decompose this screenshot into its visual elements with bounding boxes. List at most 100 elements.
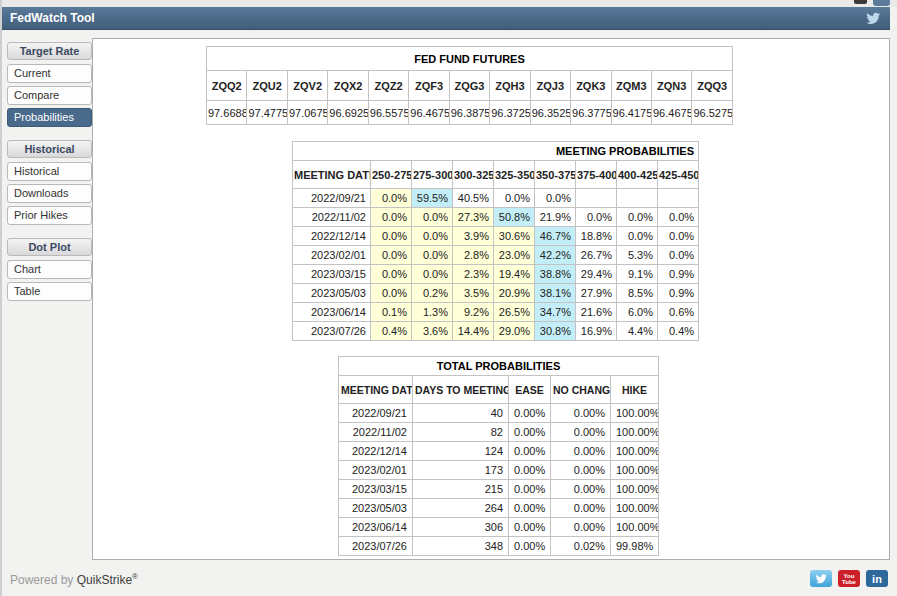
sidebar-item-compare[interactable]: Compare xyxy=(7,86,92,105)
probability-cell: 0.0% xyxy=(658,246,699,265)
total-cell: 2023/03/15 xyxy=(339,480,413,499)
probability-cell: 19.4% xyxy=(494,265,535,284)
futures-symbol-header: ZQG3 xyxy=(449,71,489,101)
probability-cell: 29.4% xyxy=(576,265,617,284)
total-title: TOTAL PROBABILITIES xyxy=(339,357,659,376)
total-cell: 215 xyxy=(413,480,509,499)
total-cell: 0.00% xyxy=(551,461,611,480)
futures-symbol-header: ZQJ3 xyxy=(530,71,570,101)
twitter-icon[interactable] xyxy=(864,11,882,26)
probability-cell xyxy=(576,189,617,208)
column-header-hike: HIKE xyxy=(611,376,659,404)
total-cell: 0.00% xyxy=(509,499,551,518)
probability-cell: 18.8% xyxy=(576,227,617,246)
probability-cell: 0.0% xyxy=(658,208,699,227)
meeting-date-cell: 2023/07/26 xyxy=(293,322,371,341)
futures-symbol-header: ZQQ2 xyxy=(207,71,247,101)
total-cell: 100.00% xyxy=(611,461,659,480)
column-header-325-350: 325-350 xyxy=(494,161,535,189)
column-header-375-400: 375-400 xyxy=(576,161,617,189)
total-cell: 99.98% xyxy=(611,537,659,556)
app-title: FedWatch Tool xyxy=(2,11,864,25)
futures-symbol-header: ZQM3 xyxy=(611,71,651,101)
futures-symbol-header: ZQK3 xyxy=(571,71,611,101)
sidebar: Target RateCurrentCompareProbabilitiesHi… xyxy=(7,42,92,304)
total-cell: 0.00% xyxy=(509,537,551,556)
table-row: 2022/12/141240.00%0.00%100.00% xyxy=(339,442,659,461)
sidebar-item-downloads[interactable]: Downloads xyxy=(7,184,92,203)
linkedin-icon[interactable]: in xyxy=(866,570,888,587)
probability-cell: 34.7% xyxy=(535,303,576,322)
sidebar-section-gap xyxy=(7,130,92,140)
probability-cell: 0.0% xyxy=(412,208,453,227)
youtube-icon[interactable]: You Tube xyxy=(838,570,860,587)
meeting-date-cell: 2023/05/03 xyxy=(293,284,371,303)
probability-cell: 2.8% xyxy=(453,246,494,265)
probability-cell: 16.9% xyxy=(576,322,617,341)
total-cell: 124 xyxy=(413,442,509,461)
probability-cell xyxy=(617,189,658,208)
sidebar-item-current[interactable]: Current xyxy=(7,64,92,83)
probability-cell: 46.7% xyxy=(535,227,576,246)
total-cell: 0.00% xyxy=(509,480,551,499)
total-cell: 0.00% xyxy=(551,480,611,499)
sidebar-section-historical: Historical xyxy=(7,140,92,158)
probability-cell: 0.6% xyxy=(658,303,699,322)
twitter-footer-icon[interactable] xyxy=(810,570,832,587)
total-cell: 0.00% xyxy=(509,442,551,461)
column-header-350-375: 350-375 xyxy=(535,161,576,189)
total-cell: 0.00% xyxy=(509,423,551,442)
total-cell: 0.00% xyxy=(551,423,611,442)
futures-symbol-header: ZQU2 xyxy=(247,71,287,101)
probability-cell: 0.4% xyxy=(371,322,412,341)
table-row: 2023/06/140.1%1.3%9.2%26.5%34.7%21.6%6.0… xyxy=(293,303,699,322)
table-row: 2023/03/152150.00%0.00%100.00% xyxy=(339,480,659,499)
probability-cell: 0.0% xyxy=(617,227,658,246)
table-row: 2023/02/010.0%0.0%2.8%23.0%42.2%26.7%5.3… xyxy=(293,246,699,265)
browser-chrome-strip xyxy=(2,0,897,7)
total-cell: 0.00% xyxy=(509,461,551,480)
total-cell: 100.00% xyxy=(611,423,659,442)
probability-cell: 0.0% xyxy=(412,227,453,246)
futures-price-cell: 97.0675 xyxy=(287,101,327,125)
table-row: 2023/05/032640.00%0.00%100.00% xyxy=(339,499,659,518)
probability-cell: 20.9% xyxy=(494,284,535,303)
column-header-425-450: 425-450 xyxy=(658,161,699,189)
probability-cell: 0.0% xyxy=(371,246,412,265)
total-cell: 0.00% xyxy=(509,404,551,423)
column-header-days-to-meeting: DAYS TO MEETING xyxy=(413,376,509,404)
futures-title-row: FED FUND FUTURES xyxy=(207,47,733,71)
futures-price-cell: 96.3525 xyxy=(530,101,570,125)
total-probabilities-table: TOTAL PROBABILITIESMEETING DATEDAYS TO M… xyxy=(338,356,659,556)
fed-fund-futures-table: FED FUND FUTURESZQQ2ZQU2ZQV2ZQX2ZQZ2ZQF3… xyxy=(206,46,733,125)
sidebar-section-dot-plot: Dot Plot xyxy=(7,238,92,256)
column-header-250-275: 250-275 xyxy=(371,161,412,189)
total-cell: 173 xyxy=(413,461,509,480)
total-probabilities: TOTAL PROBABILITIESMEETING DATEDAYS TO M… xyxy=(338,356,659,556)
futures-price-cell: 97.4775 xyxy=(247,101,287,125)
futures-price-cell: 96.4675 xyxy=(651,101,691,125)
futures-price-cell: 96.4675 xyxy=(409,101,449,125)
social-links: You Tube in xyxy=(810,570,888,587)
total-cell: 2023/05/03 xyxy=(339,499,413,518)
futures-price-cell: 96.3875 xyxy=(449,101,489,125)
table-row: 2023/06/143060.00%0.00%100.00% xyxy=(339,518,659,537)
table-row: 2023/05/030.0%0.2%3.5%20.9%38.1%27.9%8.5… xyxy=(293,284,699,303)
meeting-header-row: MEETING DATE250-275275-300300-325325-350… xyxy=(293,161,699,189)
sidebar-item-chart[interactable]: Chart xyxy=(7,260,92,279)
table-row: 2023/03/150.0%0.0%2.3%19.4%38.8%29.4%9.1… xyxy=(293,265,699,284)
probability-cell: 0.0% xyxy=(371,208,412,227)
futures-price-cell: 96.5275 xyxy=(692,101,733,125)
quikstrike-link[interactable]: QuikStrike xyxy=(77,573,132,587)
sidebar-item-table[interactable]: Table xyxy=(7,282,92,301)
probability-cell: 0.0% xyxy=(617,208,658,227)
probability-cell: 29.0% xyxy=(494,322,535,341)
futures-symbol-header: ZQQ3 xyxy=(692,71,733,101)
sidebar-item-prior-hikes[interactable]: Prior Hikes xyxy=(7,206,92,225)
probability-cell: 3.5% xyxy=(453,284,494,303)
sidebar-item-probabilities[interactable]: Probabilities xyxy=(7,108,92,127)
probability-cell: 0.0% xyxy=(371,284,412,303)
probability-cell: 0.0% xyxy=(371,265,412,284)
probability-cell: 0.0% xyxy=(494,189,535,208)
sidebar-item-historical[interactable]: Historical xyxy=(7,162,92,181)
